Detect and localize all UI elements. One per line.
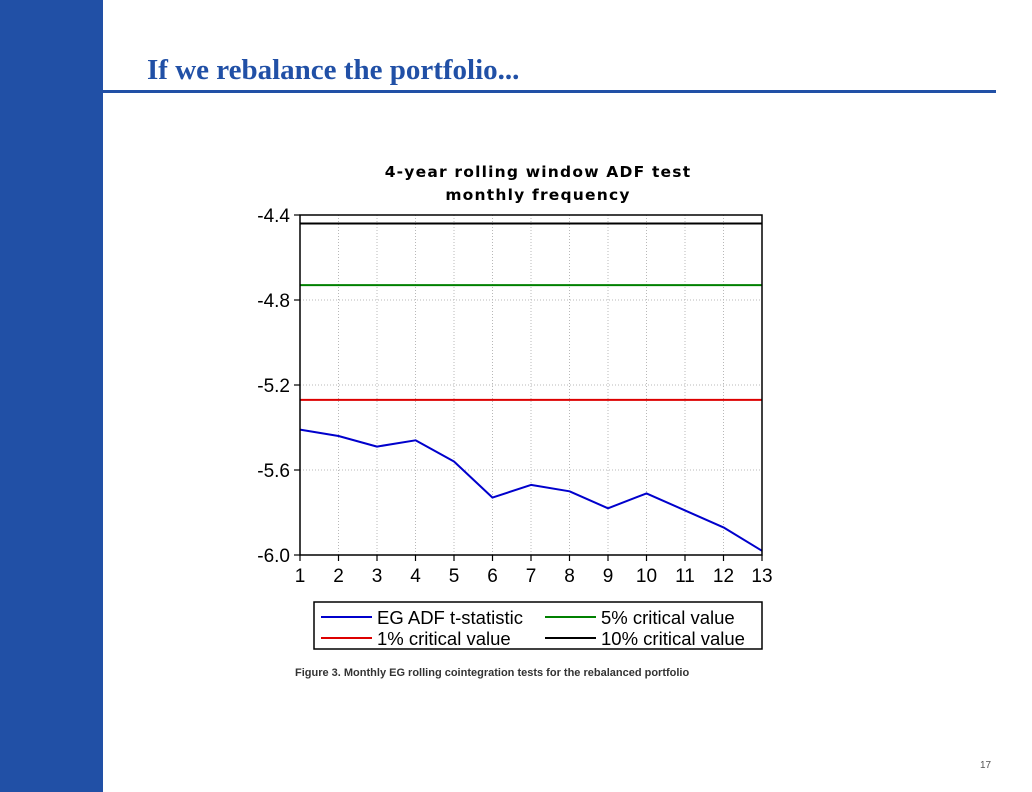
title-rule-left <box>35 90 103 92</box>
page-number: 17 <box>980 760 992 771</box>
x-tick-label: 11 <box>675 566 695 587</box>
y-tick-label: -4.4 <box>257 206 290 227</box>
y-tick-label: -4.8 <box>257 291 290 312</box>
legend-label-cv10: 10% critical value <box>601 628 745 649</box>
legend: EG ADF t-statistic 5% critical value 1% … <box>313 601 763 650</box>
title-rule <box>103 90 996 93</box>
y-tick-label: -5.2 <box>257 376 290 397</box>
y-tick-label: -5.6 <box>257 461 290 482</box>
legend-label-cv1: 1% critical value <box>377 628 511 649</box>
x-tick-label: 13 <box>751 566 772 587</box>
x-tick-label: 12 <box>713 566 734 587</box>
chart-title-line-1: 4-year rolling window ADF test <box>385 163 692 181</box>
x-tick-label: 10 <box>636 566 657 587</box>
y-axis-ticks: -6.0 -5.6 -5.2 -4.8 -4.4 <box>257 206 300 567</box>
x-tick-label: 6 <box>487 566 498 587</box>
slide-title: If we rebalance the portfolio... <box>147 54 520 86</box>
legend-label-eg-adf: EG ADF t-statistic <box>377 607 523 628</box>
x-tick-label: 8 <box>564 566 575 587</box>
x-tick-label: 5 <box>449 566 460 587</box>
x-tick-label: 9 <box>603 566 614 587</box>
x-tick-label: 7 <box>526 566 537 587</box>
chart-title-line-2: monthly frequency <box>445 186 630 204</box>
x-axis-ticks: 1 2 3 4 5 6 7 8 9 10 11 12 13 <box>295 555 773 587</box>
series-layer <box>299 222 763 552</box>
legend-box <box>313 601 763 650</box>
sidebar-band <box>0 0 103 792</box>
legend-label-cv5: 5% critical value <box>601 607 735 628</box>
series-line-eg-adf-t-statistic <box>299 428 763 552</box>
x-tick-label: 3 <box>372 566 383 587</box>
x-tick-label: 2 <box>333 566 344 587</box>
y-tick-label: -6.0 <box>257 546 290 567</box>
x-tick-label: 1 <box>295 566 306 587</box>
x-tick-label: 4 <box>410 566 421 587</box>
grid-layer <box>300 215 762 555</box>
figure-caption: Figure 3. Monthly EG rolling cointegrati… <box>295 667 690 679</box>
